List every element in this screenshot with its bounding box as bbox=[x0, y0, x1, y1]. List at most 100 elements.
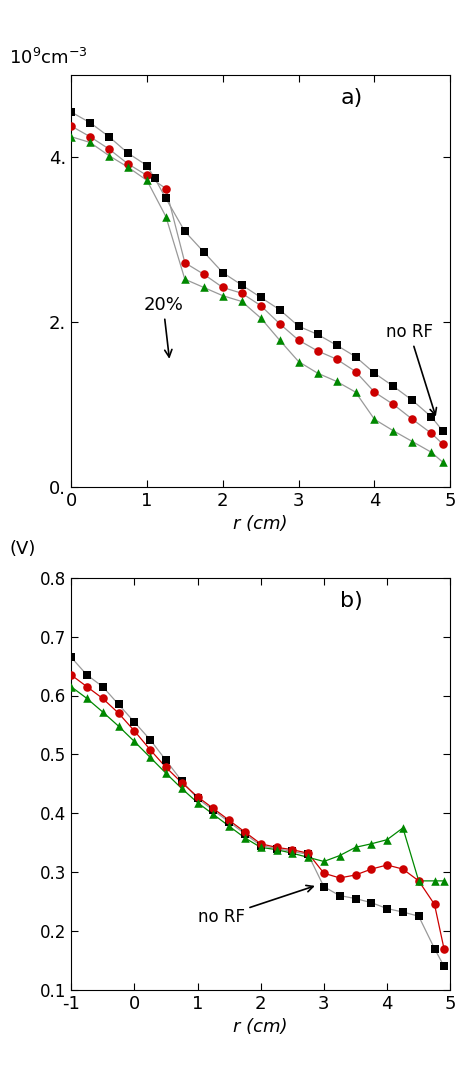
Point bbox=[439, 454, 447, 471]
Point bbox=[83, 678, 91, 696]
Point bbox=[431, 896, 438, 913]
Point bbox=[210, 801, 217, 819]
Point bbox=[431, 941, 438, 957]
Point bbox=[336, 887, 344, 904]
Point bbox=[273, 839, 280, 856]
Point bbox=[99, 690, 107, 707]
Point bbox=[304, 844, 312, 861]
Point bbox=[83, 667, 91, 684]
Point bbox=[162, 180, 170, 197]
Point bbox=[409, 433, 416, 450]
Point bbox=[99, 678, 107, 696]
Point bbox=[194, 789, 201, 806]
Point bbox=[225, 813, 233, 830]
Point bbox=[409, 411, 416, 428]
Point bbox=[105, 140, 113, 157]
Point bbox=[383, 900, 391, 917]
Text: $10^9$cm$^{-3}$: $10^9$cm$^{-3}$ bbox=[9, 48, 88, 68]
Point bbox=[257, 289, 264, 306]
Point bbox=[146, 742, 154, 759]
Point bbox=[225, 817, 233, 835]
Point bbox=[314, 326, 321, 343]
Point bbox=[257, 839, 264, 856]
Point bbox=[67, 118, 75, 135]
Point bbox=[162, 759, 170, 776]
Point bbox=[415, 872, 422, 889]
Point bbox=[439, 423, 447, 440]
Point bbox=[146, 731, 154, 748]
Point bbox=[320, 865, 328, 882]
Point bbox=[428, 425, 435, 442]
Point bbox=[273, 841, 280, 858]
Point bbox=[178, 774, 185, 791]
Point bbox=[320, 853, 328, 870]
Point bbox=[333, 337, 340, 354]
Point bbox=[289, 843, 296, 860]
Point bbox=[333, 372, 340, 389]
Point bbox=[289, 841, 296, 858]
Point bbox=[115, 718, 122, 735]
Point bbox=[124, 144, 132, 162]
Point bbox=[276, 316, 283, 333]
Point bbox=[86, 114, 94, 132]
Text: (V): (V) bbox=[9, 540, 36, 559]
Point bbox=[238, 293, 246, 310]
Point bbox=[390, 378, 397, 395]
Point bbox=[162, 208, 170, 225]
Point bbox=[162, 189, 170, 207]
Point bbox=[399, 903, 407, 920]
Point bbox=[399, 860, 407, 877]
Point bbox=[415, 872, 422, 889]
Point bbox=[276, 301, 283, 318]
Point bbox=[115, 696, 122, 713]
Point bbox=[67, 648, 75, 666]
Text: 20%: 20% bbox=[143, 295, 183, 357]
Point bbox=[371, 411, 378, 428]
Point bbox=[200, 279, 208, 296]
Point bbox=[371, 365, 378, 382]
Point bbox=[67, 667, 75, 684]
Text: b): b) bbox=[340, 591, 363, 611]
Point bbox=[257, 297, 264, 315]
Point bbox=[273, 840, 280, 857]
Point bbox=[367, 860, 375, 877]
Point bbox=[352, 348, 359, 365]
Point bbox=[440, 958, 448, 975]
Point bbox=[336, 869, 344, 886]
Point bbox=[314, 342, 321, 360]
Point bbox=[219, 264, 227, 281]
Point bbox=[67, 128, 75, 146]
Point bbox=[162, 751, 170, 768]
Point bbox=[314, 365, 321, 382]
Point bbox=[352, 890, 359, 907]
Point bbox=[304, 849, 312, 866]
Point bbox=[241, 829, 249, 846]
Point bbox=[352, 839, 359, 856]
Point bbox=[383, 831, 391, 849]
Point bbox=[86, 134, 94, 151]
Point bbox=[295, 353, 302, 370]
Point bbox=[390, 423, 397, 440]
Point bbox=[257, 309, 264, 326]
Point bbox=[440, 872, 448, 889]
Point bbox=[151, 169, 158, 186]
Point bbox=[210, 806, 217, 823]
Point bbox=[219, 279, 227, 296]
Point bbox=[320, 878, 328, 896]
Point bbox=[238, 276, 246, 293]
Point bbox=[383, 856, 391, 873]
Point bbox=[428, 444, 435, 461]
Point bbox=[143, 172, 151, 189]
Point bbox=[105, 147, 113, 164]
Text: no RF: no RF bbox=[386, 323, 437, 415]
Point bbox=[181, 255, 189, 272]
Point bbox=[67, 678, 75, 696]
Point bbox=[428, 409, 435, 426]
Point bbox=[181, 271, 189, 288]
Point bbox=[289, 844, 296, 861]
Point bbox=[257, 837, 264, 854]
Point bbox=[86, 128, 94, 146]
Point bbox=[194, 790, 201, 807]
Point bbox=[130, 714, 138, 731]
Text: no RF: no RF bbox=[198, 885, 313, 926]
